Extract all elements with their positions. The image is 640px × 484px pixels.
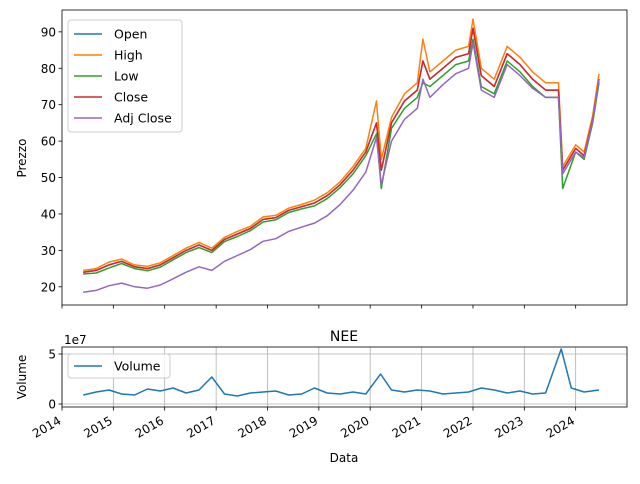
legend-entry: Volume xyxy=(114,359,161,374)
x-tick-label: 2022 xyxy=(441,413,474,440)
volume-y-axis-label: Volume xyxy=(15,355,29,400)
x-tick-label: 2014 xyxy=(30,413,63,440)
y-tick-label: 50 xyxy=(41,171,56,185)
y-tick-label: 20 xyxy=(41,280,56,294)
x-tick-label: 2020 xyxy=(338,413,371,440)
y-tick-label: 30 xyxy=(41,244,56,258)
y-tick-label: 5 xyxy=(48,348,56,362)
price-y-axis-label: Prezzo xyxy=(15,138,29,177)
x-tick-label: 2016 xyxy=(133,413,166,440)
y-tick-label: 40 xyxy=(41,207,56,221)
volume-x-ticks: 2014 2015 2016 2017 2018 2019 2020 2021 2022 2023… xyxy=(30,407,577,441)
legend-entry: High xyxy=(114,48,143,63)
price-y-ticks: 20 30 40 50 60 70 80 90 xyxy=(41,25,62,294)
legend-entry: Low xyxy=(114,69,139,84)
x-tick-label: 2018 xyxy=(236,413,269,440)
price-plot-frame xyxy=(61,9,628,306)
volume-plot-frame xyxy=(61,346,628,408)
series-line-high xyxy=(83,18,600,272)
volume-lines xyxy=(83,348,600,397)
price-legend: Open High Low Close Adj Close xyxy=(67,19,183,133)
legend-entry: Adj Close xyxy=(114,111,172,126)
volume-y-ticks: 05 xyxy=(48,348,62,412)
y-tick-label: 80 xyxy=(41,62,56,76)
volume-x-axis-label: Data xyxy=(330,451,359,465)
price-lines xyxy=(83,18,600,294)
legend-entry: Open xyxy=(114,27,147,42)
x-tick-label: 2015 xyxy=(81,413,114,440)
series-line-close xyxy=(83,27,600,273)
legend-box xyxy=(67,353,171,379)
y-tick-label: 70 xyxy=(41,98,56,112)
x-tick-label: 2017 xyxy=(184,413,217,440)
legend-entry: Close xyxy=(114,90,148,105)
legend-box xyxy=(67,19,183,133)
price-panel: 20 30 40 50 60 70 80 90 Prezzo Open High Low Close… xyxy=(15,9,628,309)
volume-legend: Volume xyxy=(67,353,171,379)
x-tick-label: 2021 xyxy=(390,413,423,440)
x-tick-label: 2019 xyxy=(287,413,320,440)
series-line-low xyxy=(83,38,600,275)
series-line-volume xyxy=(83,348,600,397)
volume-panel: 05 2014 2015 2016 2017 2018 2019 2020 2021 2022 2… xyxy=(15,329,628,465)
volume-chart-title: NEE xyxy=(330,329,358,345)
price-x-ticks xyxy=(61,305,577,309)
y-tick-label: 60 xyxy=(41,135,56,149)
volume-scale-label: 1e7 xyxy=(64,333,87,347)
x-tick-label: 2023 xyxy=(492,413,525,440)
series-line-adj-close xyxy=(83,42,600,294)
x-tick-label: 2024 xyxy=(544,413,577,440)
y-tick-label: 0 xyxy=(48,398,56,412)
y-tick-label: 90 xyxy=(41,25,56,39)
